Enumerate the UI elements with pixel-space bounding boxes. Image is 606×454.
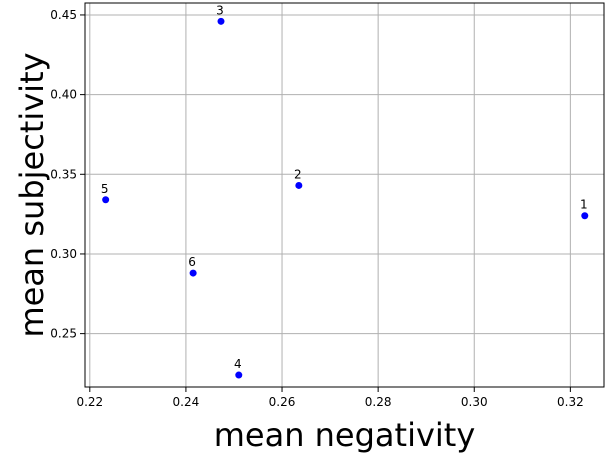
grid-layer bbox=[85, 3, 604, 387]
plot-frame bbox=[84, 2, 605, 388]
x-tick-label: 0.28 bbox=[365, 395, 392, 409]
x-tick-label: 0.32 bbox=[557, 395, 584, 409]
y-axis-ticks: 0.25 0.30 0.35 0.40 0.45 bbox=[50, 8, 85, 341]
x-tick-label: 0.22 bbox=[76, 395, 103, 409]
x-axis-ticks: 0.22 0.24 0.26 0.28 0.30 0.32 bbox=[76, 387, 584, 409]
y-tick-label: 0.30 bbox=[50, 247, 77, 261]
point-label: 3 bbox=[216, 3, 224, 17]
data-point bbox=[102, 196, 110, 204]
data-point bbox=[295, 181, 303, 189]
y-tick-label: 0.45 bbox=[50, 8, 77, 22]
x-axis-label: mean negativity bbox=[214, 416, 476, 454]
point-label: 2 bbox=[294, 167, 302, 181]
x-tick-label: 0.24 bbox=[173, 395, 200, 409]
point-label: 1 bbox=[580, 198, 588, 212]
x-tick-label: 0.30 bbox=[461, 395, 488, 409]
data-point bbox=[217, 17, 225, 25]
y-tick-label: 0.35 bbox=[50, 167, 77, 181]
data-point bbox=[235, 371, 243, 379]
point-label: 6 bbox=[188, 255, 196, 269]
y-tick-label: 0.40 bbox=[50, 88, 77, 102]
point-label: 4 bbox=[234, 357, 242, 371]
point-label: 5 bbox=[101, 182, 109, 196]
y-axis-label: mean subjectivity bbox=[13, 52, 51, 337]
data-point bbox=[189, 269, 197, 277]
data-points: 1 2 3 4 5 6 bbox=[101, 3, 589, 379]
y-tick-label: 0.25 bbox=[50, 327, 77, 341]
x-tick-label: 0.26 bbox=[269, 395, 296, 409]
data-point bbox=[581, 212, 589, 220]
